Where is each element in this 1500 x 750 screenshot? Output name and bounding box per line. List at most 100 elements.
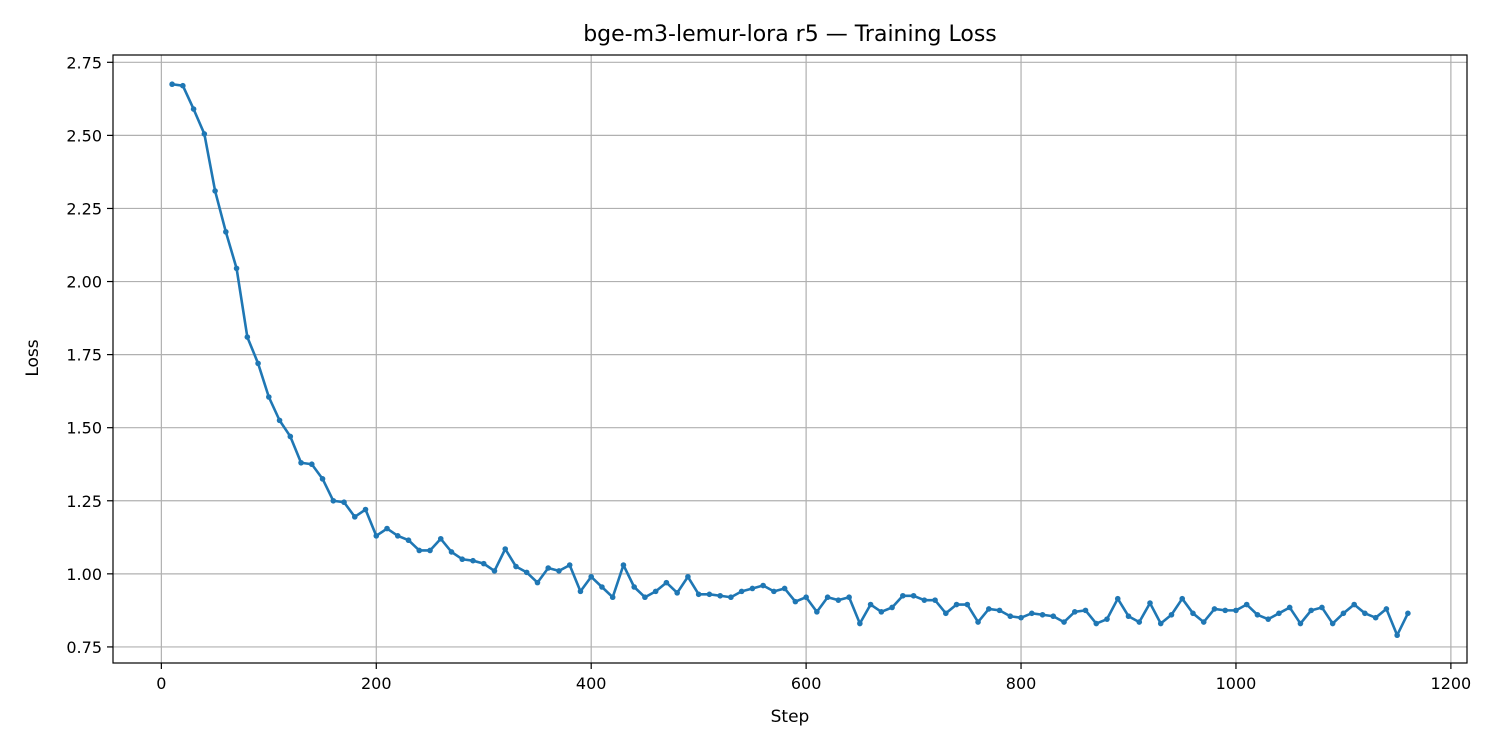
x-tick-label: 1200 (1431, 674, 1472, 693)
loss-point (566, 562, 573, 568)
loss-point (1007, 613, 1014, 620)
y-tick-label: 1.50 (66, 419, 102, 438)
loss-point (384, 525, 390, 532)
loss-point (652, 588, 659, 595)
loss-point (1028, 610, 1035, 617)
y-tick-label: 1.25 (66, 492, 102, 511)
loss-point (964, 601, 971, 608)
loss-point (480, 560, 487, 567)
loss-point (169, 81, 175, 88)
y-axis-label: Loss (23, 339, 43, 376)
loss-point (416, 547, 423, 554)
loss-point (427, 547, 433, 554)
y-tick-label: 2.75 (66, 53, 102, 72)
y-tick-label: 1.75 (66, 346, 102, 365)
loss-point (1050, 613, 1057, 620)
loss-point (180, 82, 186, 89)
loss-point (663, 579, 670, 586)
x-tick-label: 400 (576, 674, 607, 693)
loss-point (953, 601, 960, 608)
loss-point (771, 588, 777, 595)
loss-point (309, 461, 315, 468)
loss-point (878, 609, 885, 615)
loss-point (437, 535, 444, 542)
loss-point (1329, 620, 1336, 627)
loss-point (351, 514, 358, 520)
loss-point (1136, 619, 1143, 625)
loss-point (287, 433, 294, 440)
x-tick-label: 800 (1006, 674, 1037, 693)
loss-point (1211, 606, 1218, 612)
loss-point (943, 610, 949, 617)
loss-point (1222, 607, 1229, 614)
loss-point (276, 417, 283, 424)
loss-point (523, 569, 530, 576)
x-tick-label: 1000 (1216, 674, 1257, 693)
loss-point (685, 573, 691, 580)
loss-point (1405, 610, 1411, 617)
loss-point (233, 265, 240, 272)
loss-point (824, 594, 831, 601)
loss-point (1351, 601, 1357, 608)
loss-point (1286, 604, 1293, 611)
loss-point (835, 597, 842, 603)
loss-point (373, 533, 380, 539)
loss-point (502, 546, 509, 552)
loss-point (910, 592, 917, 599)
loss-point (1394, 632, 1400, 639)
loss-point (717, 592, 723, 599)
loss-point (1093, 620, 1100, 627)
loss-point (1039, 611, 1046, 618)
loss-point (1200, 619, 1207, 625)
y-tick-label: 0.75 (66, 638, 102, 657)
loss-point (631, 584, 637, 590)
loss-point (857, 620, 863, 627)
loss-point (1114, 595, 1121, 602)
loss-point (867, 601, 874, 608)
loss-point (1082, 607, 1089, 614)
loss-point (244, 334, 251, 340)
loss-point (599, 584, 605, 590)
loss-series (169, 81, 1411, 639)
loss-point (534, 579, 541, 586)
loss-point (459, 556, 466, 563)
loss-point (706, 591, 713, 598)
loss-point (577, 588, 584, 595)
loss-point (609, 594, 616, 601)
loss-point (201, 131, 208, 137)
loss-point (1168, 611, 1175, 618)
loss-point (1179, 595, 1186, 602)
loss-point (921, 597, 928, 603)
loss-point (846, 594, 852, 601)
loss-point (1147, 600, 1153, 606)
loss-point (405, 537, 412, 544)
y-tick-label: 2.25 (66, 199, 102, 218)
loss-point (986, 606, 992, 612)
loss-point (1061, 619, 1067, 625)
loss-point (212, 188, 218, 194)
loss-point (889, 604, 895, 611)
loss-point (1157, 620, 1164, 627)
loss-point (781, 585, 788, 592)
loss-point (1340, 610, 1347, 617)
loss-point (266, 394, 272, 400)
loss-point (190, 106, 197, 112)
loss-point (341, 499, 347, 506)
loss-point (760, 582, 766, 589)
loss-point (996, 607, 1003, 614)
loss-point (738, 588, 745, 595)
loss-point (1071, 609, 1078, 615)
loss-point (1372, 614, 1379, 621)
loss-point (900, 592, 906, 599)
y-tick-label: 2.50 (66, 126, 102, 145)
grid-lines (113, 55, 1467, 663)
loss-point (588, 573, 594, 580)
loss-point (1243, 601, 1250, 608)
loss-point (470, 557, 476, 564)
loss-point (513, 563, 519, 570)
loss-point (1125, 613, 1132, 620)
x-tick-label: 200 (361, 674, 392, 693)
loss-point (1319, 604, 1325, 611)
loss-point (545, 565, 552, 571)
